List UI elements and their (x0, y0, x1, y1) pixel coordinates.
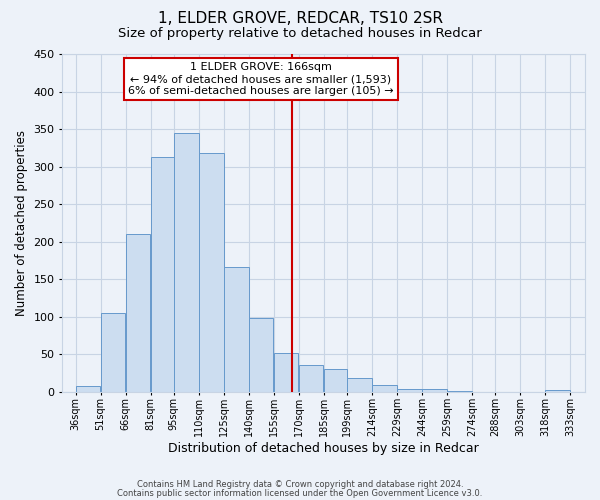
Text: 1 ELDER GROVE: 166sqm
← 94% of detached houses are smaller (1,593)
6% of semi-de: 1 ELDER GROVE: 166sqm ← 94% of detached … (128, 62, 394, 96)
Bar (545, 390, 570, 392)
Y-axis label: Number of detached properties: Number of detached properties (15, 130, 28, 316)
Text: Contains HM Land Registry data © Crown copyright and database right 2024.: Contains HM Land Registry data © Crown c… (137, 480, 463, 489)
Bar (76, 386, 100, 392)
X-axis label: Distribution of detached houses by size in Redcar: Distribution of detached houses by size … (168, 442, 479, 455)
Bar (224, 267, 248, 392)
Bar (397, 388, 422, 392)
Bar (174, 133, 199, 392)
Bar (274, 354, 298, 392)
Bar (447, 391, 472, 392)
Bar (249, 318, 274, 392)
Bar (372, 385, 397, 392)
Bar (126, 234, 150, 392)
Bar (347, 378, 371, 392)
Text: 1, ELDER GROVE, REDCAR, TS10 2SR: 1, ELDER GROVE, REDCAR, TS10 2SR (157, 11, 443, 26)
Bar (422, 388, 446, 392)
Bar (324, 369, 347, 392)
Bar (101, 313, 125, 392)
Text: Size of property relative to detached houses in Redcar: Size of property relative to detached ho… (118, 28, 482, 40)
Bar (299, 366, 323, 392)
Bar (199, 153, 224, 392)
Text: Contains public sector information licensed under the Open Government Licence v3: Contains public sector information licen… (118, 488, 482, 498)
Bar (151, 157, 173, 392)
